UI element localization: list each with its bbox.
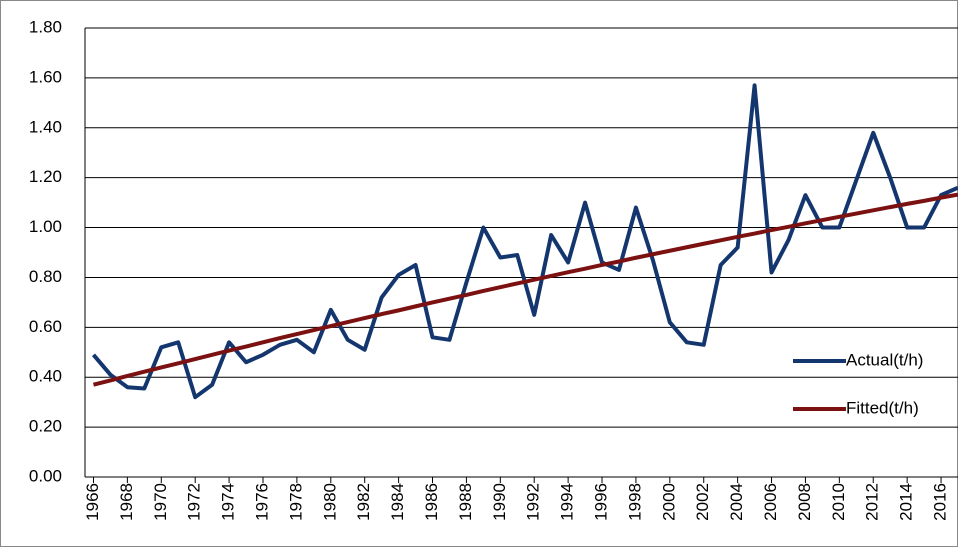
y-tick-label: 0.40 bbox=[29, 367, 62, 386]
x-tick-label: 1994 bbox=[558, 483, 577, 521]
x-tick-label: 2014 bbox=[897, 483, 916, 521]
y-tick-label: 0.00 bbox=[29, 466, 62, 485]
x-tick-label: 1978 bbox=[286, 483, 305, 521]
y-tick-label: 0.20 bbox=[29, 417, 62, 436]
x-tick-label: 2012 bbox=[863, 483, 882, 521]
y-tick-label: 0.80 bbox=[29, 267, 62, 286]
legend-label: Actual(t/h) bbox=[846, 350, 923, 369]
x-tick-label: 1986 bbox=[422, 483, 441, 521]
y-tick-label: 1.20 bbox=[29, 167, 62, 186]
x-tick-label: 1998 bbox=[625, 483, 644, 521]
x-tick-label: 2016 bbox=[931, 483, 950, 521]
data-line bbox=[91, 83, 958, 400]
x-tick-label: 1984 bbox=[388, 483, 407, 521]
x-tick-label: 1990 bbox=[490, 483, 509, 521]
x-tick-label: 2010 bbox=[829, 483, 848, 521]
y-tick-label: 0.60 bbox=[29, 317, 62, 336]
x-tick-label: 2002 bbox=[693, 483, 712, 521]
x-tick-label: 1966 bbox=[83, 483, 102, 521]
x-tick-label: 2004 bbox=[727, 483, 746, 521]
x-tick-label: 1976 bbox=[252, 483, 271, 521]
legend-label: Fitted(t/h) bbox=[846, 398, 919, 417]
x-tick-label: 1970 bbox=[151, 483, 170, 521]
x-tick-label: 1988 bbox=[456, 483, 475, 521]
x-tick-label: 2000 bbox=[659, 483, 678, 521]
y-tick-label: 1.00 bbox=[29, 217, 62, 236]
x-tick-label: 1982 bbox=[354, 483, 373, 521]
data-line bbox=[92, 192, 958, 387]
x-tick-label: 1974 bbox=[219, 483, 238, 521]
x-tick-label: 1968 bbox=[117, 483, 136, 521]
x-tick-label: 2008 bbox=[795, 483, 814, 521]
x-tick-label: 1980 bbox=[320, 483, 339, 521]
y-tick-label: 1.60 bbox=[29, 67, 62, 86]
y-tick-label: 1.80 bbox=[29, 17, 62, 36]
x-tick-label: 1996 bbox=[592, 483, 611, 521]
x-tick-label: 2006 bbox=[761, 483, 780, 521]
x-tick-label: 1972 bbox=[185, 483, 204, 521]
x-tick-label: 1992 bbox=[524, 483, 543, 521]
y-tick-label: 1.40 bbox=[29, 117, 62, 136]
